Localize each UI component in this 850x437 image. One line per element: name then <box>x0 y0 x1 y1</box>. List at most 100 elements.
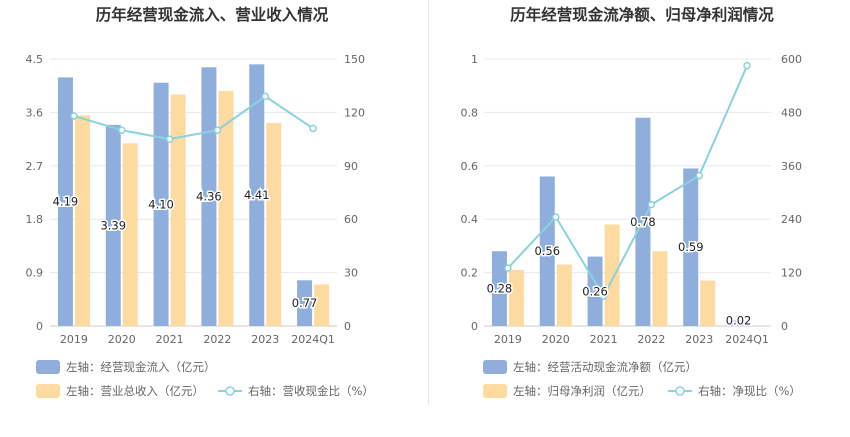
x-axis-category-label: 2024Q1 <box>291 333 335 346</box>
bar-primary <box>587 256 603 326</box>
line-point <box>504 264 512 272</box>
legend-swatch <box>36 384 60 398</box>
x-axis-category-label: 2020 <box>108 333 136 346</box>
right-axis-tick-label: 360 <box>781 160 802 173</box>
right-axis-tick-label: 120 <box>781 267 802 280</box>
x-axis-category-label: 2020 <box>542 333 570 346</box>
left-axis-tick-label: 0.8 <box>461 106 479 119</box>
left-axis-tick-label: 0.6 <box>461 160 479 173</box>
legend-label: 左轴：归母净利润（亿元） <box>513 384 651 398</box>
x-axis-category-label: 2019 <box>494 333 522 346</box>
bar-secondary <box>604 224 620 326</box>
bar-data-label: 0.28 <box>487 282 513 296</box>
bar-secondary <box>556 264 572 326</box>
right-axis-tick-label: 600 <box>781 53 802 66</box>
line-point <box>309 124 317 133</box>
bar-primary <box>731 320 747 326</box>
bar-secondary <box>314 284 330 326</box>
bar-secondary <box>122 143 138 326</box>
line-point <box>261 92 269 101</box>
line-series <box>507 65 749 299</box>
x-axis-category-label: 2023 <box>251 333 279 346</box>
left-axis-tick-label: 2.7 <box>26 160 44 173</box>
legend-label: 右轴：净现比（%） <box>698 384 801 398</box>
bar-data-label: 3.39 <box>100 218 126 232</box>
left-axis-tick-label: 0.2 <box>461 267 479 280</box>
bar-secondary <box>266 123 282 326</box>
line-point <box>695 171 703 180</box>
chart-cash-inflow-revenue: 历年经营现金流入、营业收入情况 0 0.9 1.8 2.7 3.6 4.5 0 30 60 90 12… <box>26 5 374 398</box>
bar-secondary <box>74 115 90 326</box>
bar-data-label: 4.10 <box>148 197 174 211</box>
left-axis-tick-label: 0.9 <box>26 267 44 280</box>
right-axis-tick-label: 0 <box>344 320 351 333</box>
bar-secondary <box>508 269 524 326</box>
left-axis-tick-label: 4.5 <box>26 53 44 66</box>
bar-primary <box>539 176 555 326</box>
bar-data-label: 0.78 <box>630 215 656 229</box>
bar-data-label: 4.36 <box>196 190 222 204</box>
bar-primary <box>57 77 73 326</box>
line-point <box>552 213 560 221</box>
bar-secondary <box>700 280 716 326</box>
right-axis-tick-label: 60 <box>344 213 358 226</box>
left-axis-tick-label: 0 <box>471 320 478 333</box>
line-point <box>647 200 656 209</box>
bar-primary <box>153 82 169 326</box>
left-axis-tick-label: 0 <box>36 320 43 333</box>
bar-secondary <box>652 251 668 326</box>
line-point <box>118 126 126 134</box>
chart-title: 历年经营现金流入、营业收入情况 <box>96 5 329 24</box>
bar-data-label: 4.19 <box>53 195 79 209</box>
legend-label: 左轴：经营现金流入（亿元） <box>66 360 216 374</box>
x-axis-category-label: 2023 <box>685 333 713 346</box>
line-series <box>73 95 314 141</box>
bar-secondary <box>170 94 186 326</box>
legend-label: 左轴：经营活动现金流净额（亿元） <box>513 360 697 374</box>
bar-primary <box>491 251 507 326</box>
legend-swatch <box>36 360 60 374</box>
panel-divider <box>428 0 429 405</box>
legend-label: 右轴：营收现金比（%） <box>248 384 374 398</box>
bar-primary <box>683 168 699 326</box>
legend-swatch-marker <box>675 386 685 396</box>
x-axis-category-label: 2024Q1 <box>725 333 769 346</box>
bar-data-label: 0.59 <box>678 240 704 254</box>
bar-data-label: 0.26 <box>582 284 608 298</box>
bar-data-label: 4.41 <box>244 188 270 202</box>
right-axis-tick-label: 90 <box>344 160 358 173</box>
line-point <box>165 135 174 143</box>
legend-swatch <box>483 360 507 374</box>
x-axis-category-label: 2019 <box>60 333 88 346</box>
bar-secondary <box>218 91 234 326</box>
left-axis-tick-label: 1.8 <box>26 213 44 226</box>
legend-swatch <box>483 384 507 398</box>
x-axis-category-label: 2022 <box>203 333 231 346</box>
right-axis-tick-label: 120 <box>344 106 365 119</box>
bar-primary <box>297 280 313 326</box>
bar-data-label: 0.56 <box>534 244 560 258</box>
chart-title: 历年经营现金流净额、归母净利润情况 <box>510 5 774 24</box>
line-point <box>743 61 751 70</box>
line-point <box>599 292 608 300</box>
line-point <box>213 126 222 134</box>
right-axis-tick-label: 150 <box>344 53 365 66</box>
right-axis-tick-label: 240 <box>781 213 802 226</box>
legend-swatch-marker <box>225 386 235 396</box>
legend-label: 左轴：营业总收入（亿元） <box>66 384 204 398</box>
bar-data-label: 0.02 <box>726 314 752 328</box>
bar-primary <box>105 124 121 326</box>
bar-data-label: 0.77 <box>292 296 318 310</box>
x-axis-category-label: 2021 <box>590 333 618 346</box>
bar-primary <box>249 64 265 326</box>
x-axis-category-label: 2022 <box>637 333 665 346</box>
left-axis-tick-label: 3.6 <box>26 106 44 119</box>
left-axis-tick-label: 1 <box>471 53 478 66</box>
x-axis-category-label: 2021 <box>156 333 184 346</box>
right-axis-tick-label: 480 <box>781 106 802 119</box>
chart-net-cashflow-profit: 历年经营现金流净额、归母净利润情况 0 0.2 0.4 0.6 0.8 1 0 120 240 36… <box>461 5 802 398</box>
line-point <box>70 112 78 120</box>
left-axis-tick-label: 0.4 <box>461 213 479 226</box>
right-axis-tick-label: 0 <box>781 320 788 333</box>
